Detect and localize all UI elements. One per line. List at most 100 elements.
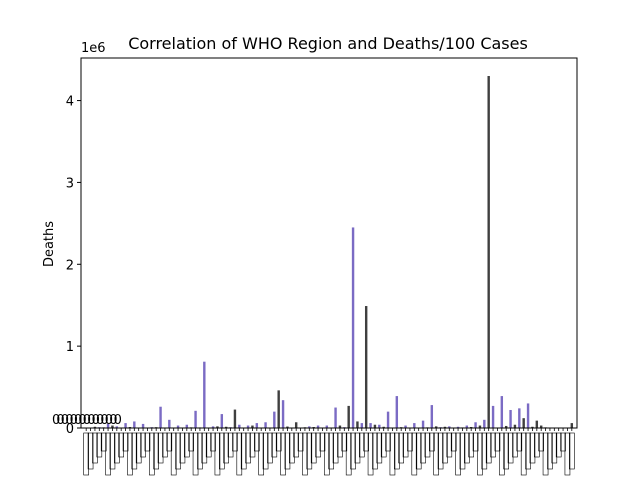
x-tick-label-mark	[372, 432, 378, 470]
bar-purple	[185, 424, 189, 428]
x-tick-label-mark	[389, 432, 396, 476]
bar-dark	[233, 409, 237, 428]
x-tick-label-mark	[564, 432, 571, 476]
overlapping-tick-label: 0	[114, 413, 122, 428]
bar-dark	[522, 418, 525, 428]
x-tick-label-mark	[184, 432, 190, 458]
x-tick-label-mark	[105, 432, 111, 476]
bar-purple	[483, 419, 486, 428]
x-tick-label-mark	[280, 432, 286, 476]
bar-purple	[456, 426, 460, 428]
bar-purple	[273, 411, 276, 428]
bar-purple	[474, 422, 477, 428]
bar-dark	[364, 306, 368, 428]
x-tick-label-mark	[442, 432, 448, 464]
x-tick-label-mark	[324, 432, 330, 476]
bar-dark	[443, 426, 447, 428]
x-tick-label-mark	[376, 432, 383, 464]
x-tick-label-mark	[92, 432, 98, 464]
bar-dark	[347, 405, 350, 428]
bar-purple	[351, 227, 355, 428]
bar-purple	[176, 425, 180, 428]
bar-purple	[238, 424, 241, 428]
x-tick-label-mark	[188, 432, 194, 452]
x-tick-label-mark	[450, 432, 457, 452]
x-tick-label-mark	[354, 432, 361, 464]
bar-dark	[539, 425, 543, 428]
bar-dark	[216, 426, 219, 428]
x-tick-label-mark	[131, 432, 138, 470]
x-tick-label-mark	[520, 432, 527, 476]
x-tick-label-mark	[262, 432, 269, 470]
x-tick-label-mark	[166, 432, 173, 452]
overlapping-tick-label: 0	[74, 413, 82, 428]
y-tick-label: 2	[66, 258, 74, 273]
bar-purple	[124, 423, 127, 428]
overlapping-tick-label: 0	[56, 413, 64, 428]
x-tick-label-mark	[424, 432, 431, 458]
x-tick-label-mark	[398, 432, 404, 464]
x-tick-label-mark	[153, 432, 159, 470]
x-tick-label-mark	[223, 432, 229, 464]
bar-purple	[316, 425, 320, 428]
bar-purple	[500, 396, 504, 428]
x-tick-label-mark	[503, 432, 509, 470]
bar-dark	[434, 426, 438, 428]
bar-dark	[356, 421, 359, 428]
x-tick-label-mark	[363, 432, 369, 452]
x-tick-label-mark	[415, 432, 422, 470]
x-tick-label-mark	[341, 432, 348, 452]
bar-purple	[421, 420, 425, 428]
x-tick-label-mark	[122, 432, 129, 452]
x-tick-label-mark	[100, 432, 107, 452]
bar-purple	[159, 406, 162, 428]
x-tick-label-mark	[114, 432, 120, 464]
bar-dark	[535, 420, 539, 428]
x-tick-label-mark	[140, 432, 146, 458]
bar-purple	[308, 426, 311, 428]
bar-purple	[413, 423, 416, 428]
x-tick-label-mark	[157, 432, 164, 464]
x-tick-label-mark	[332, 432, 339, 464]
x-tick-label-mark	[481, 432, 488, 470]
x-tick-label-mark	[240, 432, 247, 470]
bar-purple	[281, 400, 285, 428]
x-tick-label-mark	[411, 432, 418, 476]
x-tick-label-mark	[297, 432, 304, 452]
x-tick-label-mark	[219, 432, 225, 470]
x-tick-label-mark	[267, 432, 273, 464]
x-tick-label-mark	[402, 432, 409, 458]
x-tick-label-mark	[328, 432, 334, 470]
bar-purple	[491, 405, 495, 428]
x-tick-label-mark	[569, 432, 575, 470]
overlapping-tick-label: 0	[78, 413, 86, 428]
x-tick-label-mark	[315, 432, 321, 458]
bar-purple	[334, 407, 337, 428]
plot-frame	[80, 57, 578, 429]
chart-title: Correlation of WHO Region and Deaths/100…	[128, 34, 528, 53]
x-tick-label-mark	[227, 432, 234, 458]
y-tick-label: 0	[66, 422, 74, 437]
x-tick-label-mark	[289, 432, 295, 464]
x-tick-label-mark	[555, 432, 562, 458]
bar-purple	[211, 426, 215, 428]
overlapping-tick-label: 0	[61, 413, 69, 428]
x-tick-label-mark	[529, 432, 536, 464]
bar-purple	[115, 426, 119, 428]
bar-dark	[277, 390, 280, 428]
bar-purple	[168, 419, 171, 428]
x-tick-label-mark	[258, 432, 264, 476]
bar-purple	[325, 425, 329, 428]
x-tick-label-mark	[359, 432, 365, 458]
x-tick-label-mark	[407, 432, 413, 452]
x-tick-label-mark	[83, 432, 89, 476]
x-tick-label-mark	[385, 432, 391, 452]
y-axis-offset-label: 1e6	[81, 41, 106, 56]
x-tick-label-mark	[459, 432, 466, 470]
x-tick-label-mark	[319, 432, 326, 452]
x-tick-label-mark	[118, 432, 124, 458]
overlapping-tick-label: 0	[83, 413, 91, 428]
y-axis-label: Deaths	[42, 221, 57, 267]
